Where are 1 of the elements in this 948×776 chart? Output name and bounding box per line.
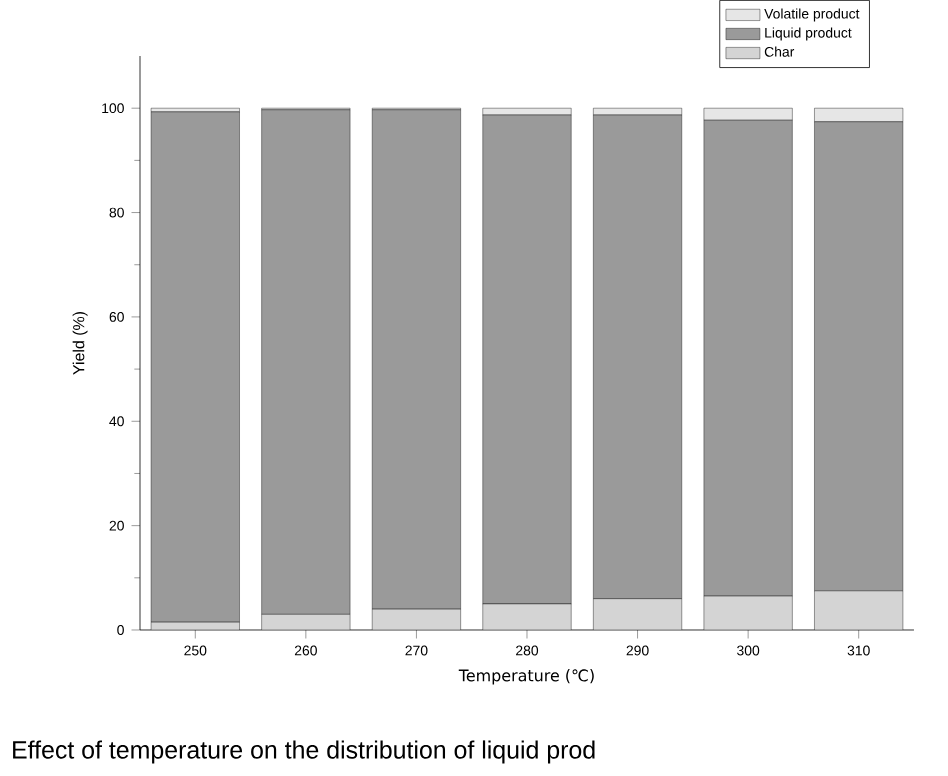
text: Effect of temperature on the distribution of liquid prod	[13, 740, 595, 764]
